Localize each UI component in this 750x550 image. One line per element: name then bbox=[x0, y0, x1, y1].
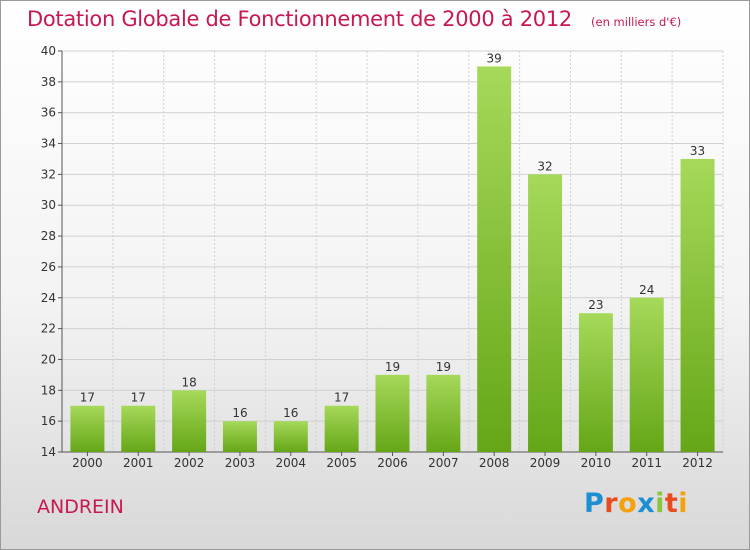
data-label: 17 bbox=[334, 391, 349, 405]
data-label: 24 bbox=[639, 283, 654, 297]
y-tick-label: 20 bbox=[41, 352, 56, 366]
y-tick-label: 26 bbox=[41, 260, 56, 274]
bar bbox=[578, 313, 613, 452]
y-tick-label: 28 bbox=[41, 229, 56, 243]
bars bbox=[70, 66, 715, 452]
y-tick-label: 34 bbox=[41, 137, 56, 151]
data-label: 23 bbox=[588, 298, 603, 312]
bar bbox=[528, 174, 563, 452]
data-label: 33 bbox=[690, 144, 705, 158]
data-label: 16 bbox=[232, 406, 247, 420]
logo-letter: t bbox=[664, 488, 679, 519]
y-tick-label: 36 bbox=[41, 106, 56, 120]
bar bbox=[477, 66, 512, 452]
bar bbox=[121, 405, 156, 452]
y-tick-label: 30 bbox=[41, 198, 56, 212]
y-tick-label: 32 bbox=[41, 167, 56, 181]
data-label: 18 bbox=[181, 375, 196, 389]
bar bbox=[70, 405, 105, 452]
bar bbox=[680, 158, 715, 452]
x-tick-label: 2008 bbox=[479, 456, 510, 470]
bar bbox=[375, 374, 410, 452]
proxiti-logo: Proxiti bbox=[584, 488, 688, 519]
bar bbox=[629, 297, 664, 452]
bar bbox=[324, 405, 359, 452]
logo-letter: o bbox=[618, 488, 638, 519]
commune-name: ANDREIN bbox=[37, 496, 124, 518]
y-tick-label: 40 bbox=[41, 44, 56, 58]
data-label: 32 bbox=[537, 159, 552, 173]
x-tick-label: 2009 bbox=[530, 456, 561, 470]
data-label: 17 bbox=[80, 391, 95, 405]
logo-letter: i bbox=[678, 488, 689, 519]
bar bbox=[426, 374, 461, 452]
x-tick-label: 2002 bbox=[174, 456, 205, 470]
chart-subtitle: (en milliers d'€) bbox=[591, 15, 682, 29]
x-tick-label: 2001 bbox=[123, 456, 154, 470]
logo-letter: P bbox=[584, 488, 605, 519]
x-tick-label: 2007 bbox=[428, 456, 459, 470]
data-label: 17 bbox=[131, 391, 146, 405]
chart-title-block: Dotation Globale de Fonctionnement de 20… bbox=[27, 7, 681, 31]
data-label: 16 bbox=[283, 406, 298, 420]
x-tick-label: 2000 bbox=[72, 456, 103, 470]
y-tick-label: 38 bbox=[41, 75, 56, 89]
x-tick-label: 2012 bbox=[682, 456, 713, 470]
y-tick-label: 14 bbox=[41, 445, 56, 459]
y-tick-label: 24 bbox=[41, 291, 56, 305]
chart-title: Dotation Globale de Fonctionnement de 20… bbox=[27, 7, 572, 31]
data-label: 19 bbox=[385, 360, 400, 374]
y-tick-label: 18 bbox=[41, 383, 56, 397]
data-label: 39 bbox=[487, 51, 502, 65]
y-tick-label: 22 bbox=[41, 322, 56, 336]
logo-letter: r bbox=[604, 488, 619, 519]
x-tick-label: 2003 bbox=[225, 456, 256, 470]
x-tick-label: 2010 bbox=[581, 456, 612, 470]
bar bbox=[222, 421, 257, 452]
data-label: 19 bbox=[436, 360, 451, 374]
x-tick-label: 2005 bbox=[326, 456, 357, 470]
logo-letter: i bbox=[655, 488, 665, 519]
logo-letter: x bbox=[637, 488, 656, 519]
y-tick-label: 16 bbox=[41, 414, 56, 428]
labels: 2000 17 2001 17 2002 18 2003 16 2004 16 2005 17 2006… bbox=[72, 51, 713, 470]
bar bbox=[172, 390, 207, 452]
x-tick-label: 2011 bbox=[631, 456, 662, 470]
x-tick-label: 2004 bbox=[276, 456, 307, 470]
x-tick-label: 2006 bbox=[377, 456, 408, 470]
bar bbox=[273, 421, 308, 452]
